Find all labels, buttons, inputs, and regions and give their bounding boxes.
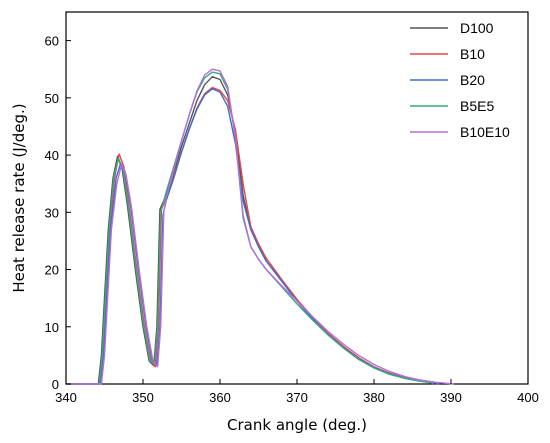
y-tick-label: 10 bbox=[45, 320, 59, 335]
legend: D100 B10 B20 B5E5 B10E10 bbox=[410, 20, 510, 140]
legend-label-b10e10: B10E10 bbox=[460, 124, 510, 140]
x-tick-label: 390 bbox=[440, 390, 462, 405]
legend-label-b10: B10 bbox=[460, 46, 485, 62]
series-layer bbox=[66, 68, 455, 385]
legend-label-b20: B20 bbox=[460, 72, 485, 88]
series-line-b10 bbox=[66, 86, 438, 385]
legend-label-b5e5: B5E5 bbox=[460, 98, 494, 114]
y-tick-label: 50 bbox=[45, 91, 59, 106]
y-tick-label: 40 bbox=[45, 148, 59, 163]
legend-label-d100: D100 bbox=[460, 20, 494, 36]
x-tick-label: 340 bbox=[55, 390, 77, 405]
y-tick-label: 0 bbox=[52, 377, 59, 392]
plot-area bbox=[65, 11, 529, 385]
y-tick-label: 60 bbox=[45, 34, 59, 49]
y-tick-label: 20 bbox=[45, 263, 59, 278]
x-tick-label: 360 bbox=[209, 390, 231, 405]
y-axis-label: Heat release rate (J/deg.) bbox=[10, 103, 28, 292]
x-tick-label: 350 bbox=[132, 390, 154, 405]
x-tick-label: 370 bbox=[286, 390, 308, 405]
tick-layer: 340 350 360 370 380 390 400 0 10 20 30 40 50 60 bbox=[45, 34, 539, 405]
x-tick-label: 400 bbox=[517, 390, 539, 405]
y-tick-label: 30 bbox=[45, 205, 59, 220]
x-axis-label: Crank angle (deg.) bbox=[227, 416, 367, 434]
x-tick-label: 380 bbox=[363, 390, 385, 405]
series-line-b10e10 bbox=[66, 68, 455, 385]
